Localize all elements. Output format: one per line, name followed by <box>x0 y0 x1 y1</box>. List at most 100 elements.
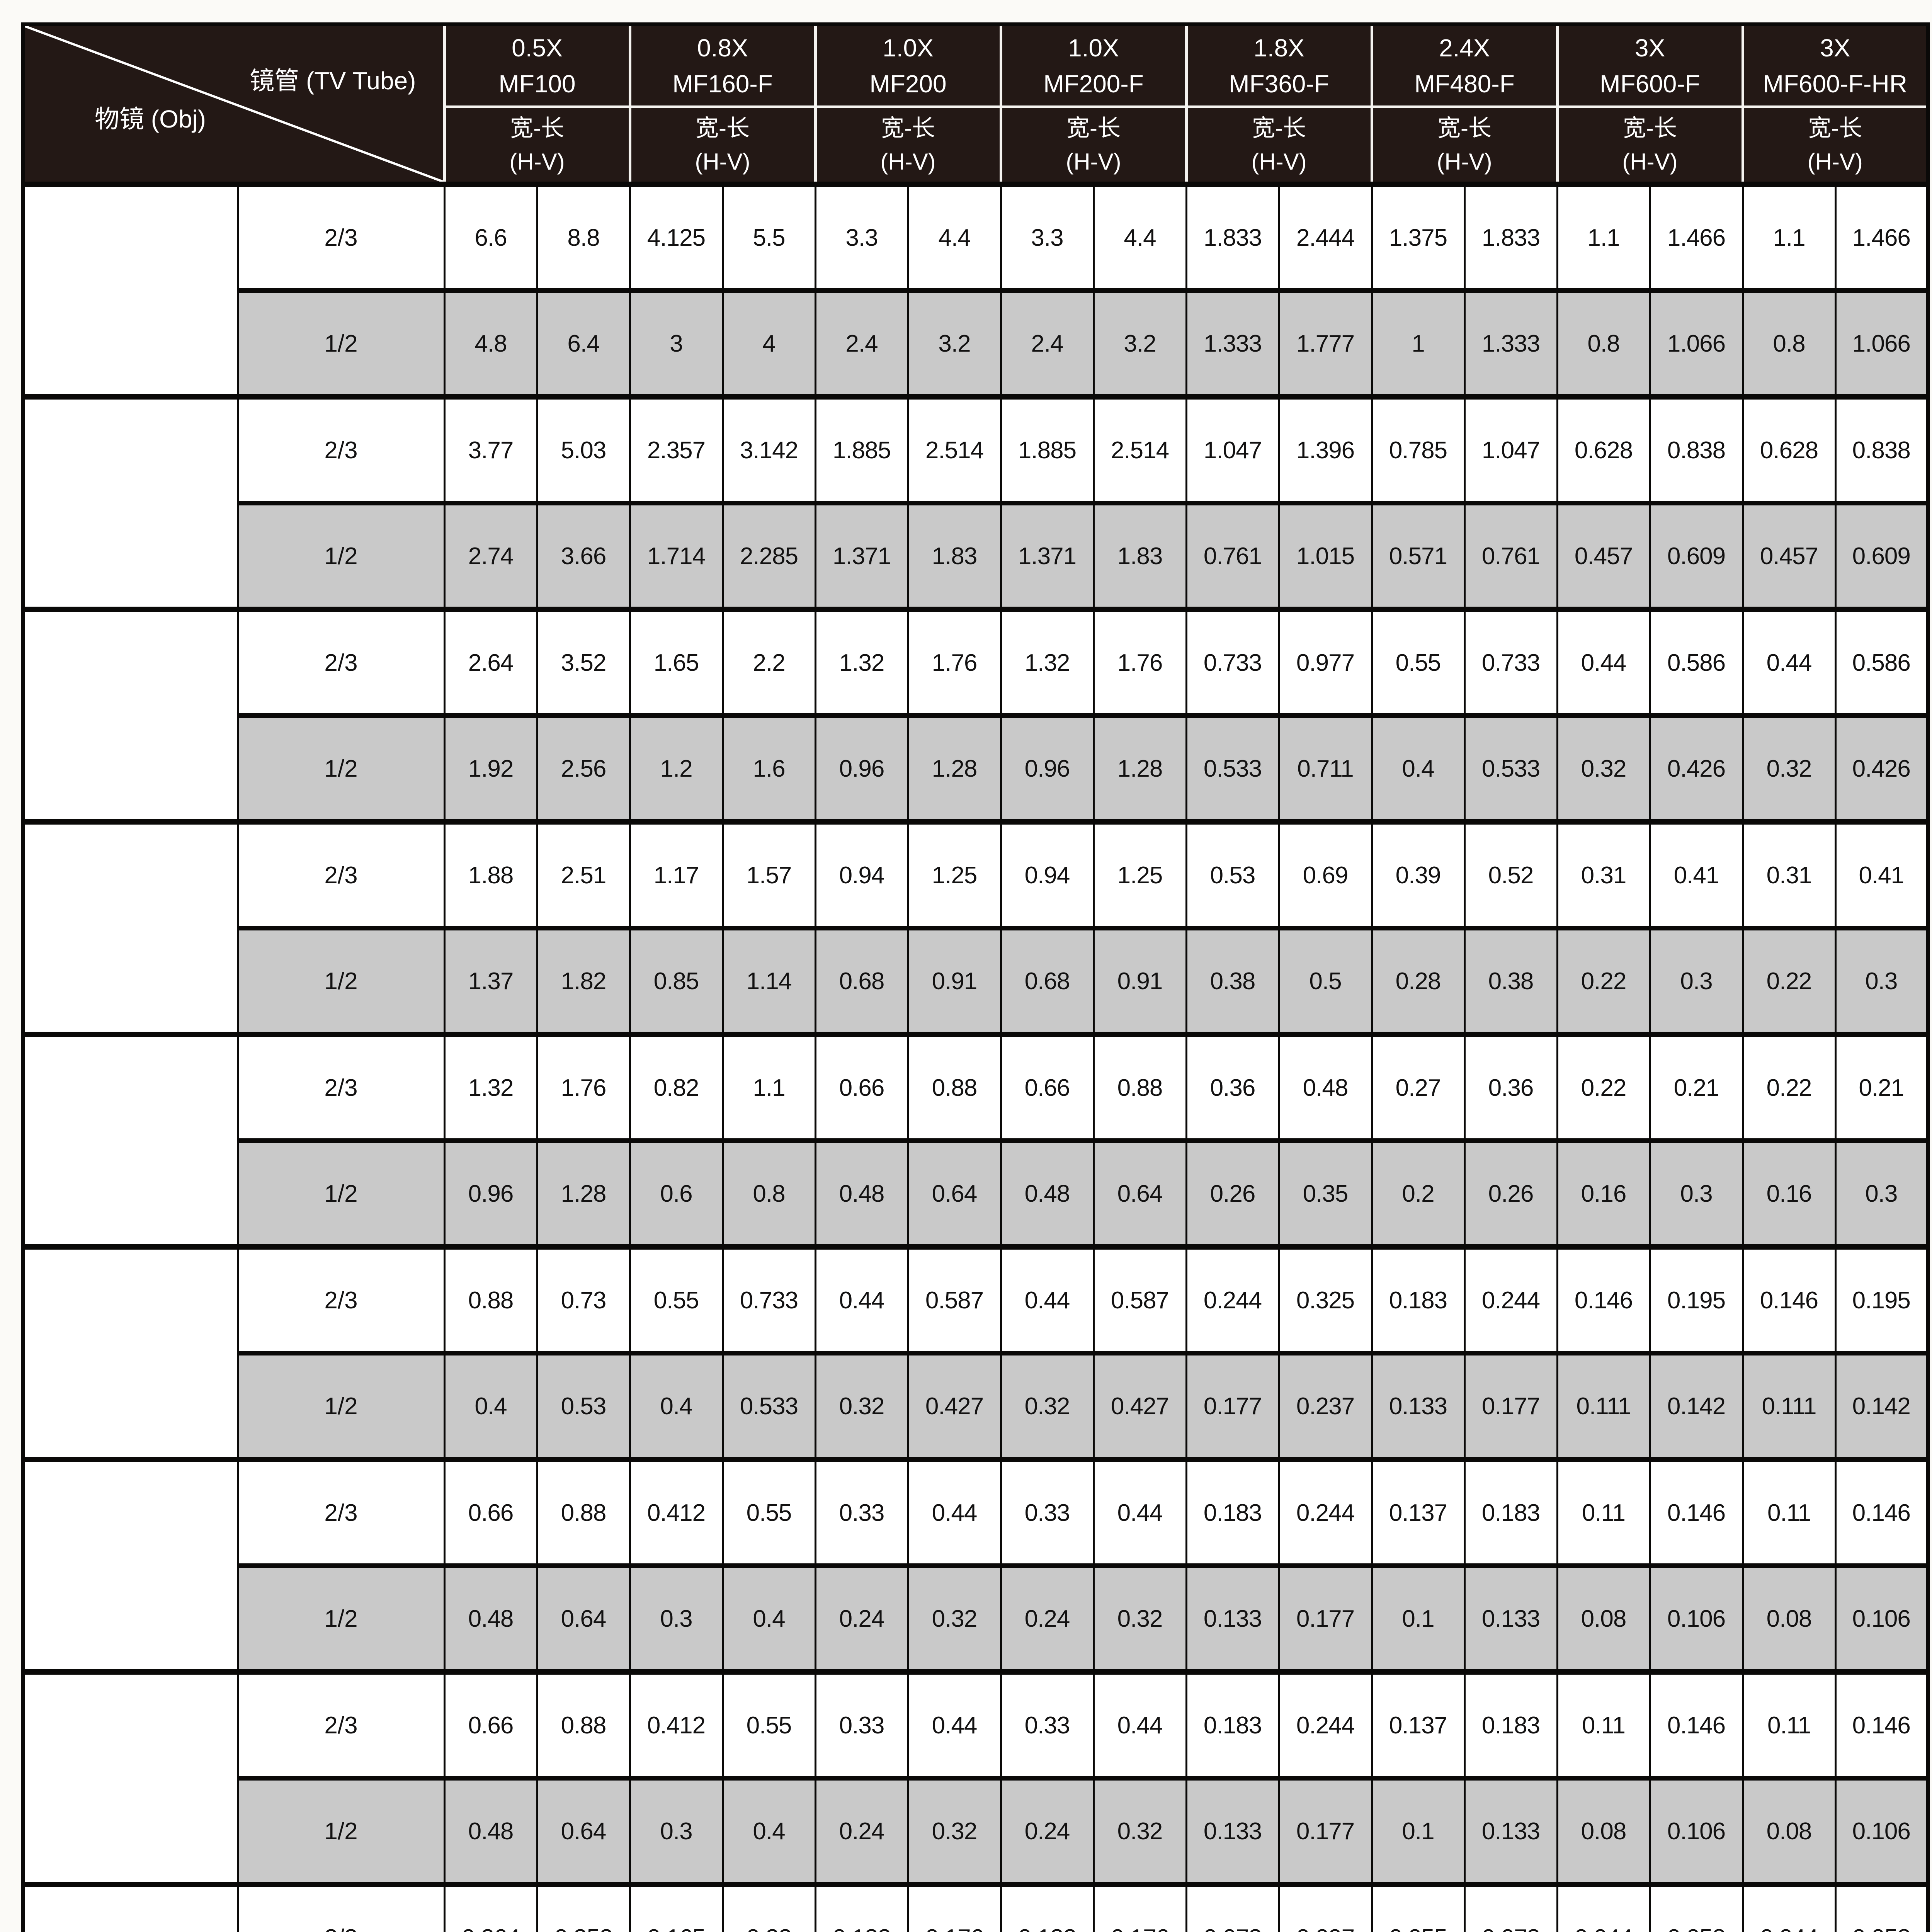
value-cell: 0.427 <box>1092 1351 1187 1461</box>
tube-model-label: MF600-F <box>1600 70 1700 98</box>
value-cell: 0.183 <box>1185 1669 1280 1779</box>
objective-wd-label: WD=20 <box>93 1629 169 1654</box>
value-cell: 1.885 <box>814 394 909 504</box>
tube-mag-label: 3X <box>1634 34 1665 62</box>
value-cell: 0.44 <box>1556 607 1651 717</box>
value-cell: 0.26 <box>1185 1138 1280 1248</box>
value-cell: 0.106 <box>1834 1563 1929 1673</box>
table-row: 2X MA-100F WD=34.5 2/3 6.6 8.8 4.125 5.5 3.3 4.4 3… <box>22 182 1929 398</box>
value-cell: 0.27 <box>1371 1032 1466 1142</box>
objective-model-label: MA-20F <box>91 1128 171 1153</box>
value-cell: 0.96 <box>443 1138 538 1248</box>
value-cell: 0.33 <box>1000 1669 1095 1779</box>
value-cell: 0.4 <box>1371 713 1466 823</box>
table-row: 20X MA-10F-42 WD=20 2/3 0.66 0.88 0.412 0.55 0.3… <box>22 1457 1929 1673</box>
width-length-subheader: 宽-长 (H-V) <box>999 105 1188 186</box>
width-length-subheader: 宽-长 (H-V) <box>1556 105 1744 186</box>
value-cell: 3.3 <box>1000 182 1095 292</box>
value-cell: 1 <box>1371 288 1466 398</box>
subheader-hv-label: (H-V) <box>509 149 565 175</box>
value-cell: 0.2 <box>1371 1138 1466 1248</box>
value-cell: 1.066 <box>1834 288 1929 398</box>
value-cell: 1.28 <box>1092 713 1187 823</box>
value-cell: 0.94 <box>814 819 909 929</box>
sensor-size-cell: 2/3 <box>236 819 446 929</box>
value-cell: 0.16 <box>1742 1138 1837 1248</box>
value-cell: 0.48 <box>1278 1032 1373 1142</box>
subheader-cn-label: 宽-长 <box>1437 115 1492 141</box>
tube-column-header: 3X MF600-F-HR <box>1741 23 1930 108</box>
value-cell: 0.24 <box>1000 1776 1095 1886</box>
value-cell: 1.57 <box>721 819 816 929</box>
value-cell: 0.31 <box>1742 819 1837 929</box>
value-cell: 0.22 <box>721 1882 816 1932</box>
value-cell: 0.073 <box>1463 1882 1558 1932</box>
tube-column-header: 3X MF600-F <box>1556 23 1744 108</box>
value-cell: 0.31 <box>1556 819 1651 929</box>
objective-label-cell: 50XMA-4FWD=20.5 <box>22 1882 239 1932</box>
value-cell: 1.25 <box>907 819 1002 929</box>
value-cell: 0.426 <box>1649 713 1744 823</box>
value-cell: 0.5 <box>1278 926 1373 1036</box>
objective-mag-label: 20X <box>111 1477 151 1502</box>
value-cell: 0.533 <box>721 1351 816 1461</box>
objective-mag-label: 7X <box>117 840 145 865</box>
value-cell: 0.183 <box>1371 1244 1466 1354</box>
value-cell: 0.08 <box>1556 1776 1651 1886</box>
objective-label-stack: 20X MA-10F-42 WD=20 <box>25 1477 236 1655</box>
value-cell: 0.28 <box>1371 926 1466 1036</box>
table-row: 1/2 1.37 1.82 0.85 1.14 0.68 0.91 0.68 0.91 0.38 0… <box>23 926 1929 1036</box>
value-cell: 1.82 <box>536 926 631 1036</box>
sensor-size-cell: 2/3 <box>236 394 446 504</box>
value-cell: 0.3 <box>629 1563 724 1673</box>
value-cell: 0.058 <box>1649 1882 1744 1932</box>
value-cell: 0.91 <box>907 926 1002 1036</box>
value-cell: 0.55 <box>629 1244 724 1354</box>
subheader-cn-label: 宽-长 <box>881 115 935 141</box>
value-cell: 0.146 <box>1556 1244 1651 1354</box>
table-header: 镜管 (TV Tube) 物镜 (Obj) 0.5X MF100 0.8X MF160… <box>22 23 1930 186</box>
objective-wd-label: WD=45 <box>93 779 169 804</box>
value-cell: 0.21 <box>1834 1032 1929 1142</box>
value-cell: 0.183 <box>1185 1457 1280 1567</box>
value-cell: 0.711 <box>1278 713 1373 823</box>
table-row: 15X MA-13F WD=22.5 2/3 0.88 0.73 0.55 0.733 0.44… <box>22 1244 1929 1461</box>
value-cell: 3.66 <box>536 501 631 611</box>
value-cell: 4.8 <box>443 288 538 398</box>
value-cell: 1.92 <box>443 713 538 823</box>
value-cell: 0.146 <box>1742 1244 1837 1354</box>
value-cell: 1.32 <box>1000 607 1095 717</box>
value-cell: 0.412 <box>629 1457 724 1567</box>
value-cell: 0.4 <box>629 1351 724 1461</box>
sensor-size-cell: 2/3 <box>236 1032 446 1142</box>
value-cell: 0.48 <box>1000 1138 1095 1248</box>
objective-wd-label: WD=31 <box>93 1842 169 1867</box>
objective-label-stack: 3.5X MA-57F WD=41 <box>25 414 236 592</box>
value-cell: 0.586 <box>1649 607 1744 717</box>
value-cell: 0.838 <box>1834 394 1929 504</box>
objective-model-label: MA-13F <box>91 1340 171 1366</box>
value-cell: 0.94 <box>1000 819 1095 929</box>
corner-tube-label: 镜管 (TV Tube) <box>250 67 416 95</box>
value-cell: 0.761 <box>1463 501 1558 611</box>
value-cell: 1.885 <box>1000 394 1095 504</box>
sensor-size-cell: 2/3 <box>236 1244 446 1354</box>
value-cell: 0.457 <box>1556 501 1651 611</box>
value-cell: 0.38 <box>1463 926 1558 1036</box>
value-cell: 4 <box>721 288 816 398</box>
sensor-size-cell: 2/3 <box>236 1882 446 1932</box>
value-cell: 0.146 <box>1649 1669 1744 1779</box>
value-cell: 0.733 <box>1463 607 1558 717</box>
value-cell: 1.777 <box>1278 288 1373 398</box>
tube-model-label: MF100 <box>498 70 576 98</box>
value-cell: 0.52 <box>1463 819 1558 929</box>
objective-wd-label: WD=35.4 <box>84 992 178 1017</box>
subheader-hv-label: (H-V) <box>1807 149 1863 175</box>
value-cell: 0.176 <box>907 1882 1002 1932</box>
value-cell: 0.146 <box>1834 1669 1929 1779</box>
value-cell: 2.444 <box>1278 182 1373 292</box>
value-cell: 0.142 <box>1834 1351 1929 1461</box>
value-cell: 1.28 <box>536 1138 631 1248</box>
sensor-size-cell: 2/3 <box>236 1669 446 1779</box>
table-row: 3.5X MA-57F WD=41 2/3 3.77 5.03 2.357 3.142 1.88… <box>22 394 1929 611</box>
